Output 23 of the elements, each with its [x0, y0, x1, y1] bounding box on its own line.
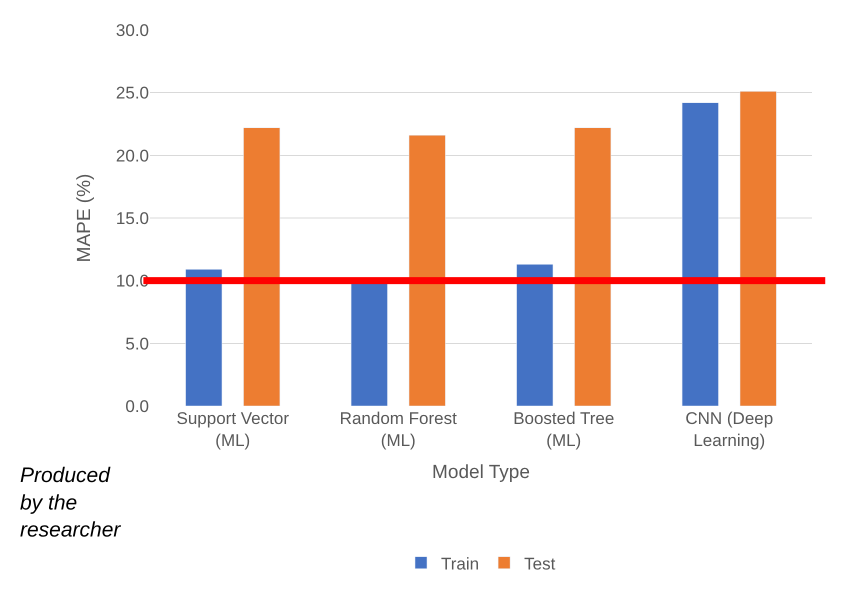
y-tick-label: 0.0: [125, 396, 149, 416]
bar: [682, 102, 719, 406]
x-tick-label: Support Vector (ML): [176, 409, 290, 450]
bar: [243, 128, 280, 406]
x-tick-label: Random Forest (ML): [340, 409, 458, 450]
bar: [350, 282, 388, 406]
bar: [408, 135, 446, 406]
y-tick-label: 30.0: [116, 20, 149, 40]
legend-label: Test: [524, 554, 556, 574]
bar: [185, 269, 222, 406]
y-tick-label: 25.0: [116, 84, 149, 103]
x-tick-label: CNN (Deep Learning): [685, 409, 774, 450]
bar: [740, 91, 777, 406]
y-axis-title: MAPE (%): [74, 174, 95, 262]
y-tick-label: 15.0: [116, 208, 149, 228]
x-axis-title: Model Type: [432, 462, 530, 483]
x-tick-label: Boosted Tree (ML): [513, 409, 614, 450]
legend-label: Train: [441, 554, 480, 574]
bar: [516, 264, 554, 406]
y-tick-label: 5.0: [125, 334, 149, 354]
bar: [574, 128, 612, 406]
y-tick-label: 20.0: [116, 146, 149, 166]
text: Produced by the researcher: [20, 464, 122, 542]
